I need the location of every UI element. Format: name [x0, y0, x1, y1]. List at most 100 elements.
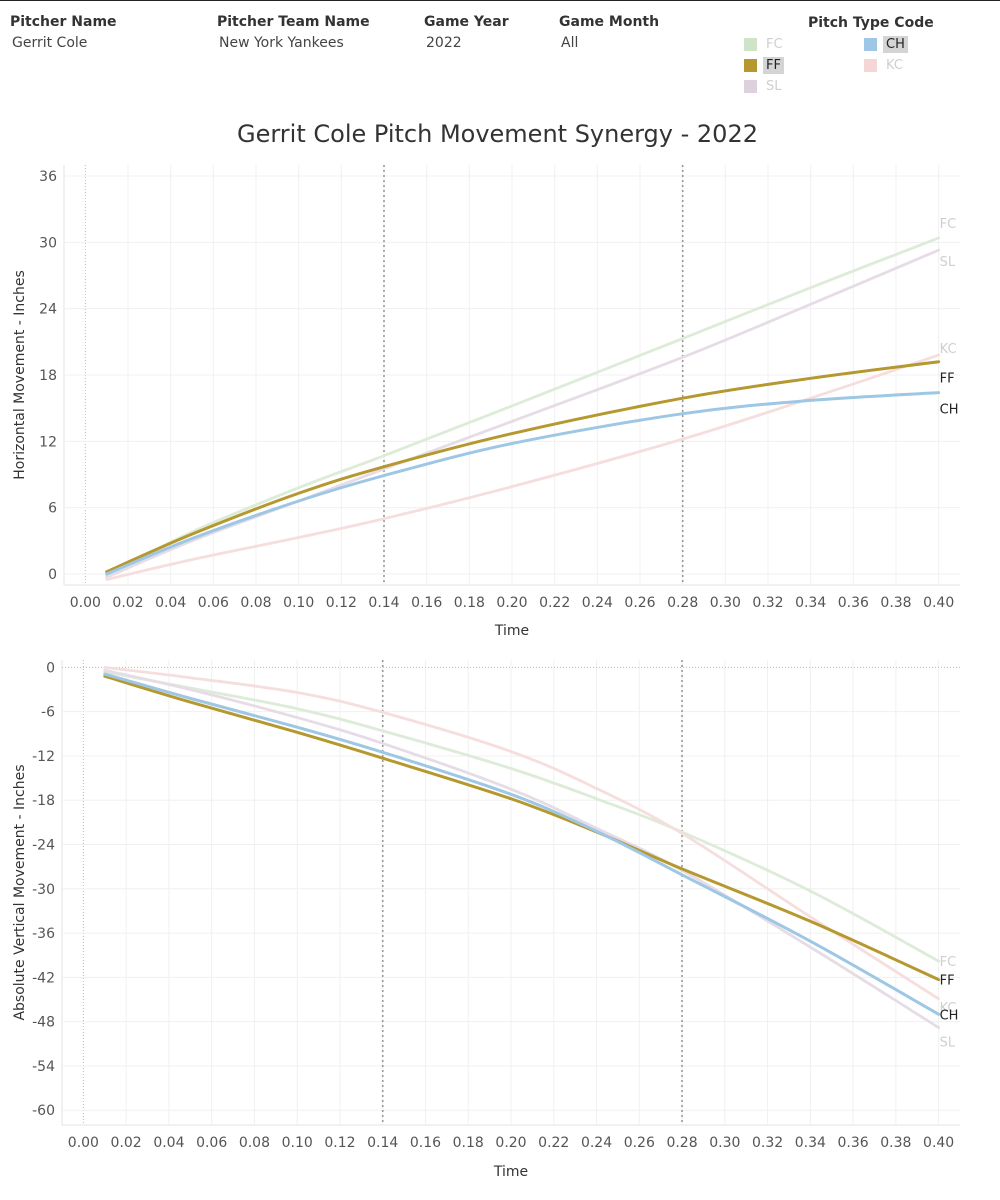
x-tick-label: 0.30: [709, 1135, 740, 1151]
series-end-label: CH: [940, 1008, 959, 1023]
x-tick-label: 0.38: [880, 1135, 911, 1151]
x-tick-label: 0.04: [153, 1135, 184, 1151]
x-tick-label: 0.10: [282, 1135, 313, 1151]
x-tick-label: 0.28: [666, 1135, 697, 1151]
x-tick-label: 0.08: [240, 595, 271, 611]
filter-value[interactable]: 2022: [426, 35, 462, 51]
filter-value[interactable]: Gerrit Cole: [12, 35, 88, 51]
x-tick-label: 0.12: [326, 595, 357, 611]
x-tick-label: 0.22: [539, 595, 570, 611]
legend-label: FF: [763, 56, 784, 74]
x-tick-label: 0.24: [581, 1135, 612, 1151]
x-tick-label: 0.00: [70, 595, 101, 611]
y-tick-label: -36: [32, 926, 55, 942]
legend-item-sl[interactable]: SL: [744, 76, 785, 96]
filter-pitcher-name[interactable]: Pitcher Name Gerrit Cole: [10, 14, 117, 51]
series-line-kc: [105, 353, 941, 581]
legend-label: KC: [886, 57, 903, 73]
series-end-label: FC: [940, 955, 957, 970]
x-tick-label: 0.40: [923, 595, 954, 611]
y-tick-label: 24: [39, 302, 57, 318]
y-axis-title: Horizontal Movement - Inches: [12, 270, 28, 480]
series-line-ff: [103, 674, 941, 982]
filter-value[interactable]: All: [561, 35, 579, 51]
x-tick-label: 0.04: [155, 595, 186, 611]
y-tick-label: 36: [39, 169, 57, 185]
series-line-ff: [105, 360, 941, 574]
y-tick-label: -48: [32, 1015, 55, 1031]
x-tick-label: 0.36: [838, 1135, 869, 1151]
x-tick-label: 0.22: [538, 1135, 569, 1151]
legend-item-kc[interactable]: KC: [864, 55, 906, 75]
legend-swatch: [864, 37, 877, 51]
filter-label: Pitcher Team Name: [217, 14, 370, 30]
y-axis-title: Absolute Vertical Movement - Inches: [12, 764, 28, 1020]
series-end-label: CH: [940, 403, 959, 418]
x-tick-label: 0.20: [496, 595, 527, 611]
top-border: [0, 0, 1000, 1]
x-tick-label: 0.18: [454, 595, 485, 611]
filter-label: Game Year: [424, 14, 509, 30]
y-tick-label: -24: [32, 838, 55, 854]
legend-title: Pitch Type Code: [808, 15, 934, 31]
series-end-label: FF: [940, 974, 955, 989]
legend-label: CH: [883, 35, 908, 53]
x-tick-label: 0.10: [283, 595, 314, 611]
series-end-label: KC: [940, 342, 957, 357]
series-end-label: KC: [940, 1001, 957, 1016]
y-tick-label: -30: [32, 882, 55, 898]
y-tick-label: -60: [32, 1103, 55, 1119]
legend-label: FC: [766, 36, 783, 52]
x-tick-label: 0.38: [880, 595, 911, 611]
y-tick-label: -54: [32, 1059, 55, 1075]
y-tick-label: -18: [32, 793, 55, 809]
x-tick-label: 0.08: [239, 1135, 270, 1151]
chart-title: Gerrit Cole Pitch Movement Synergy - 202…: [237, 120, 758, 148]
x-tick-label: 0.16: [411, 595, 442, 611]
y-tick-label: 12: [39, 434, 57, 450]
x-tick-label: 0.12: [324, 1135, 355, 1151]
x-tick-label: 0.02: [112, 595, 143, 611]
x-tick-label: 0.06: [198, 595, 229, 611]
series-line-kc: [103, 665, 941, 1001]
y-tick-label: 0: [46, 660, 55, 676]
filter-label: Game Month: [559, 14, 660, 30]
x-tick-label: 0.34: [795, 1135, 826, 1151]
series-line-ch: [103, 672, 941, 1016]
series-end-label: SL: [940, 255, 956, 270]
x-axis-title: Time: [494, 623, 529, 639]
y-tick-label: 30: [39, 235, 57, 251]
legend-item-ff[interactable]: FF: [744, 55, 784, 75]
legend-item-fc[interactable]: FC: [744, 34, 786, 54]
x-axis-title: Time: [493, 1164, 528, 1180]
x-tick-label: 0.18: [453, 1135, 484, 1151]
x-tick-label: 0.16: [410, 1135, 441, 1151]
legend-swatch: [744, 79, 757, 93]
filter-value[interactable]: New York Yankees: [219, 35, 344, 51]
x-tick-label: 0.02: [111, 1135, 142, 1151]
legend-item-ch[interactable]: CH: [864, 34, 908, 54]
series-line-sl: [103, 668, 941, 1029]
x-tick-label: 0.20: [495, 1135, 526, 1151]
x-tick-label: 0.40: [923, 1135, 954, 1151]
legend-label: SL: [766, 78, 782, 94]
x-tick-label: 0.32: [752, 595, 783, 611]
y-tick-label: -6: [41, 705, 55, 721]
x-tick-label: 0.28: [667, 595, 698, 611]
series-line-fc: [103, 670, 941, 963]
series-end-label: SL: [940, 1036, 956, 1051]
y-tick-label: -42: [32, 970, 55, 986]
x-tick-label: 0.34: [795, 595, 826, 611]
x-tick-label: 0.36: [838, 595, 869, 611]
filter-game-year[interactable]: Game Year 2022: [424, 14, 509, 51]
filter-team-name[interactable]: Pitcher Team Name New York Yankees: [217, 14, 370, 51]
x-tick-label: 0.14: [368, 595, 399, 611]
filter-game-month[interactable]: Game Month All: [559, 14, 659, 51]
legend-swatch: [864, 58, 877, 72]
x-tick-label: 0.06: [196, 1135, 227, 1151]
y-tick-label: 6: [48, 501, 57, 517]
y-tick-label: 18: [39, 368, 57, 384]
x-tick-label: 0.24: [582, 595, 613, 611]
x-tick-label: 0.26: [624, 595, 655, 611]
